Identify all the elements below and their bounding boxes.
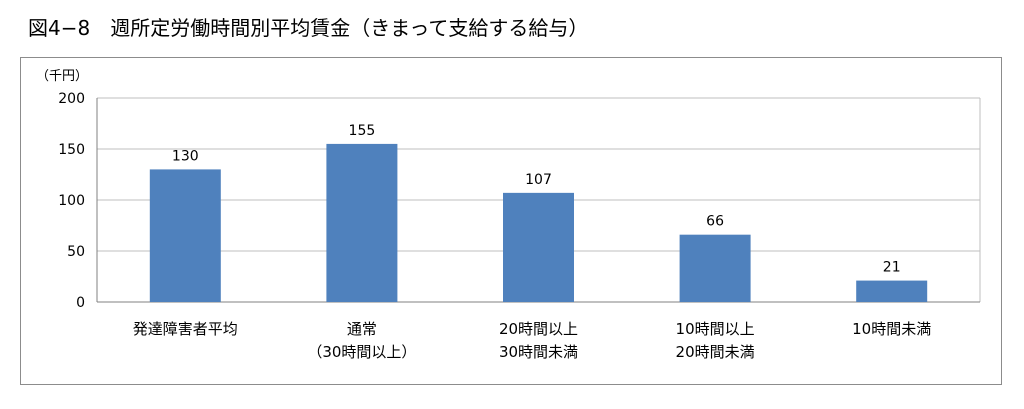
bar: [856, 280, 928, 302]
bar-value-label: 155: [349, 123, 376, 139]
bar-value-label: 130: [172, 148, 199, 164]
y-tick-label: 50: [67, 244, 85, 260]
x-category-label: 30時間未満: [499, 343, 578, 361]
bar-value-label: 66: [706, 214, 724, 230]
x-category-label: （30時間以上）: [307, 343, 416, 361]
bar: [149, 169, 221, 302]
chart-frame: [20, 57, 1002, 385]
x-category-label: 通常: [347, 320, 377, 338]
y-tick-label: 200: [58, 91, 85, 107]
y-tick-label: 150: [58, 142, 85, 158]
x-category-label: 20時間以上: [499, 320, 578, 338]
y-unit-label: （千円）: [36, 69, 88, 84]
x-category-label: 10時間以上: [676, 320, 755, 338]
x-category-label: 10時間未満: [852, 320, 931, 338]
bar: [503, 192, 574, 302]
bar: [326, 143, 398, 302]
x-category-label: 20時間未満: [676, 343, 755, 361]
bar: [679, 234, 751, 302]
bar-value-label: 107: [525, 172, 552, 188]
figure-title: 図4−8 週所定労働時間別平均賃金（きまって支給する給与）: [28, 16, 589, 40]
bar-value-label: 21: [883, 260, 901, 276]
y-tick-label: 100: [58, 193, 85, 209]
x-category-label: 発達障害者平均: [133, 320, 238, 338]
y-tick-label: 0: [76, 295, 85, 311]
